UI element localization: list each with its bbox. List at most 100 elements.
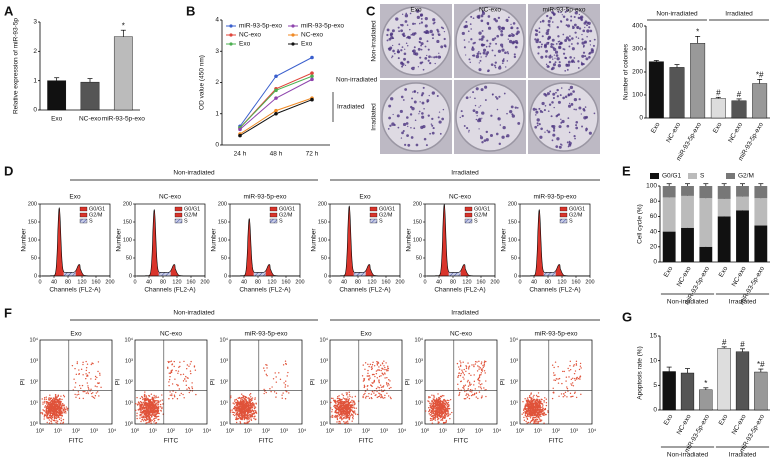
colony — [436, 95, 439, 97]
colony — [500, 33, 504, 37]
colony — [508, 16, 510, 19]
event-dot — [178, 366, 180, 368]
event-dot — [430, 406, 433, 408]
plot-title: Exo — [70, 331, 82, 338]
event-dot — [330, 416, 332, 418]
event-dot — [55, 417, 57, 419]
event-dot — [343, 411, 345, 414]
bar-segment — [754, 198, 768, 226]
event-dot — [41, 412, 44, 414]
y-tick-label: 10² — [30, 379, 38, 385]
event-dot — [334, 410, 337, 413]
event-dot — [466, 396, 469, 398]
event-dot — [475, 396, 478, 398]
colony — [461, 31, 465, 36]
event-dot — [263, 367, 265, 369]
colony — [545, 49, 548, 53]
colony — [432, 18, 436, 22]
colony — [471, 47, 475, 51]
event-dot — [153, 402, 156, 404]
bar — [690, 43, 706, 119]
event-dot — [336, 417, 339, 420]
colony — [467, 30, 470, 33]
event-dot — [485, 380, 487, 382]
event-dot — [562, 393, 565, 395]
event-dot — [249, 408, 251, 411]
colony — [431, 91, 436, 95]
event-dot — [45, 400, 48, 403]
event-dot — [235, 415, 238, 417]
event-dot — [576, 378, 578, 380]
y-tick-label: 100 — [646, 183, 657, 190]
event-dot — [463, 387, 465, 389]
y-tick-label: 10¹ — [415, 400, 423, 406]
colony — [418, 110, 421, 113]
colony — [390, 97, 394, 101]
event-dot — [351, 420, 353, 422]
legend-swatch — [79, 212, 88, 218]
x-tick-label: 72 h — [306, 151, 319, 158]
x-tick-label: 200 — [200, 279, 209, 285]
event-dot — [151, 405, 154, 408]
colony — [534, 125, 538, 129]
event-dot — [234, 409, 236, 411]
colony — [514, 45, 518, 49]
event-dot — [253, 410, 255, 412]
y-tick-label: 10⁰ — [320, 420, 329, 427]
event-dot — [384, 366, 386, 369]
event-dot — [64, 410, 67, 413]
legend-swatch — [464, 218, 473, 224]
event-dot — [94, 395, 97, 397]
colony — [565, 36, 570, 40]
event-dot — [136, 403, 139, 406]
colony — [538, 27, 541, 30]
colony — [496, 34, 500, 38]
event-dot — [148, 402, 150, 405]
colony — [463, 125, 466, 127]
x-tick-label: 0 — [518, 279, 521, 285]
event-dot — [431, 412, 433, 415]
event-dot — [449, 413, 451, 415]
event-dot — [153, 394, 155, 397]
event-dot — [252, 416, 254, 418]
legend-label: S — [569, 218, 573, 224]
bar-segment — [717, 186, 731, 199]
y-axis-label: PI — [20, 379, 27, 385]
event-dot — [370, 397, 373, 399]
event-dot — [51, 401, 53, 403]
event-dot — [568, 370, 570, 372]
annotation: # — [716, 88, 721, 97]
event-dot — [471, 364, 473, 366]
event-dot — [447, 406, 449, 408]
event-dot — [40, 412, 42, 414]
event-dot — [433, 410, 435, 412]
event-dot — [338, 415, 340, 417]
event-dot — [540, 415, 542, 418]
colony — [404, 14, 409, 18]
colony — [536, 124, 539, 127]
group-label: Non-irradiated — [173, 170, 215, 177]
event-dot — [468, 381, 471, 384]
event-dot — [51, 409, 54, 411]
event-dot — [473, 364, 475, 366]
event-dot — [446, 399, 449, 402]
legend-swatch — [726, 173, 735, 179]
event-dot — [86, 382, 89, 384]
event-dot — [571, 384, 573, 386]
event-dot — [238, 405, 240, 407]
colony — [437, 116, 440, 119]
colony — [593, 38, 596, 41]
event-dot — [78, 397, 81, 400]
event-dot — [386, 385, 389, 387]
event-dot — [136, 417, 138, 420]
y-axis-label: PI — [310, 379, 317, 385]
colony — [422, 68, 425, 71]
x-tick-label: 10² — [362, 428, 370, 434]
colony — [562, 52, 566, 55]
event-dot — [522, 400, 524, 403]
event-dot — [345, 392, 347, 394]
event-dot — [244, 400, 247, 402]
x-tick-label: 10² — [167, 428, 175, 434]
event-dot — [241, 415, 243, 417]
annotation: # — [722, 338, 727, 347]
